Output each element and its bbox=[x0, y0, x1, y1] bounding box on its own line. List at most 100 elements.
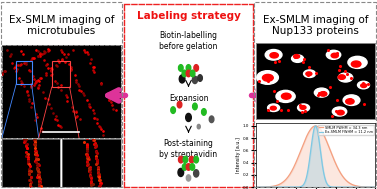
Point bbox=[342, 70, 348, 73]
Point bbox=[32, 118, 38, 121]
Point bbox=[23, 138, 29, 141]
Point bbox=[361, 84, 367, 87]
Point bbox=[31, 139, 37, 142]
Point bbox=[87, 174, 93, 177]
Point bbox=[21, 85, 27, 88]
Point bbox=[29, 56, 35, 59]
Point bbox=[26, 169, 32, 172]
Point bbox=[88, 180, 94, 183]
Point bbox=[84, 145, 90, 148]
Point bbox=[33, 156, 39, 159]
Point bbox=[26, 165, 32, 168]
Circle shape bbox=[190, 164, 195, 170]
Ex-SMLM FWHM = 11.2 nm bbox=[284, 186, 289, 188]
Ex-SMLM FWHM = 11.2 nm bbox=[344, 186, 348, 188]
Point bbox=[82, 50, 88, 53]
Circle shape bbox=[282, 93, 291, 99]
Point bbox=[96, 173, 102, 176]
Point bbox=[23, 144, 29, 147]
Circle shape bbox=[189, 156, 194, 163]
Point bbox=[84, 149, 90, 152]
Point bbox=[24, 91, 30, 94]
Point bbox=[95, 167, 101, 170]
Point bbox=[35, 50, 41, 53]
Circle shape bbox=[338, 73, 353, 82]
Point bbox=[34, 151, 40, 154]
Point bbox=[37, 55, 43, 58]
Point bbox=[32, 139, 38, 142]
Point bbox=[43, 73, 49, 76]
Ex-SMLM FWHM = 11.2 nm bbox=[308, 156, 312, 158]
Circle shape bbox=[209, 116, 214, 123]
Point bbox=[90, 183, 96, 186]
Point bbox=[84, 145, 90, 148]
Point bbox=[91, 111, 97, 114]
Point bbox=[26, 168, 32, 171]
Point bbox=[34, 157, 40, 160]
Point bbox=[73, 110, 79, 113]
Bar bbox=[16, 61, 32, 84]
Point bbox=[25, 159, 31, 162]
Ex-SMLM FWHM = 11.2 nm bbox=[324, 182, 329, 184]
Point bbox=[100, 129, 106, 132]
Point bbox=[98, 182, 104, 185]
Point bbox=[83, 153, 89, 156]
Circle shape bbox=[178, 168, 184, 177]
Point bbox=[1, 69, 7, 72]
Point bbox=[37, 77, 43, 80]
Point bbox=[26, 68, 32, 71]
Point bbox=[41, 52, 47, 55]
Point bbox=[94, 152, 100, 155]
Point bbox=[58, 48, 64, 51]
Circle shape bbox=[306, 72, 312, 76]
Point bbox=[73, 115, 79, 118]
Point bbox=[96, 175, 102, 178]
Point bbox=[84, 156, 90, 159]
Circle shape bbox=[186, 175, 191, 181]
Point bbox=[84, 99, 90, 102]
Point bbox=[88, 176, 94, 179]
Point bbox=[87, 168, 93, 171]
Point bbox=[87, 174, 93, 177]
Point bbox=[33, 157, 39, 160]
Point bbox=[23, 144, 29, 147]
SMLM FWHM = 34.3 nm bbox=[284, 178, 289, 180]
Point bbox=[32, 141, 38, 144]
Point bbox=[93, 149, 99, 153]
Point bbox=[49, 68, 55, 71]
Point bbox=[84, 148, 90, 151]
Point bbox=[88, 57, 94, 60]
Point bbox=[37, 52, 43, 55]
Point bbox=[21, 141, 28, 144]
Point bbox=[28, 105, 34, 108]
Point bbox=[13, 64, 19, 67]
SMLM FWHM = 34.3 nm bbox=[313, 125, 318, 127]
Point bbox=[95, 169, 101, 172]
Point bbox=[59, 51, 65, 54]
Circle shape bbox=[337, 110, 344, 115]
Point bbox=[25, 155, 31, 158]
Point bbox=[90, 139, 96, 142]
Point bbox=[361, 103, 367, 106]
Point bbox=[31, 143, 37, 146]
Point bbox=[305, 74, 311, 77]
Point bbox=[93, 144, 99, 147]
Circle shape bbox=[348, 56, 367, 68]
Point bbox=[61, 52, 67, 55]
Point bbox=[91, 139, 97, 142]
Point bbox=[97, 183, 103, 186]
Legend: SMLM FWHM = 34.3 nm, Ex-SMLM FWHM = 11.2 nm: SMLM FWHM = 34.3 nm, Ex-SMLM FWHM = 11.2… bbox=[318, 125, 374, 135]
Point bbox=[84, 159, 90, 162]
Point bbox=[35, 167, 41, 170]
Point bbox=[18, 62, 24, 65]
Point bbox=[74, 81, 80, 84]
Point bbox=[302, 109, 308, 112]
Circle shape bbox=[186, 113, 191, 122]
Point bbox=[48, 73, 54, 76]
Point bbox=[2, 69, 8, 72]
Point bbox=[0, 71, 5, 74]
Point bbox=[53, 64, 59, 67]
Point bbox=[68, 68, 74, 71]
Point bbox=[96, 124, 102, 127]
Point bbox=[59, 58, 65, 61]
